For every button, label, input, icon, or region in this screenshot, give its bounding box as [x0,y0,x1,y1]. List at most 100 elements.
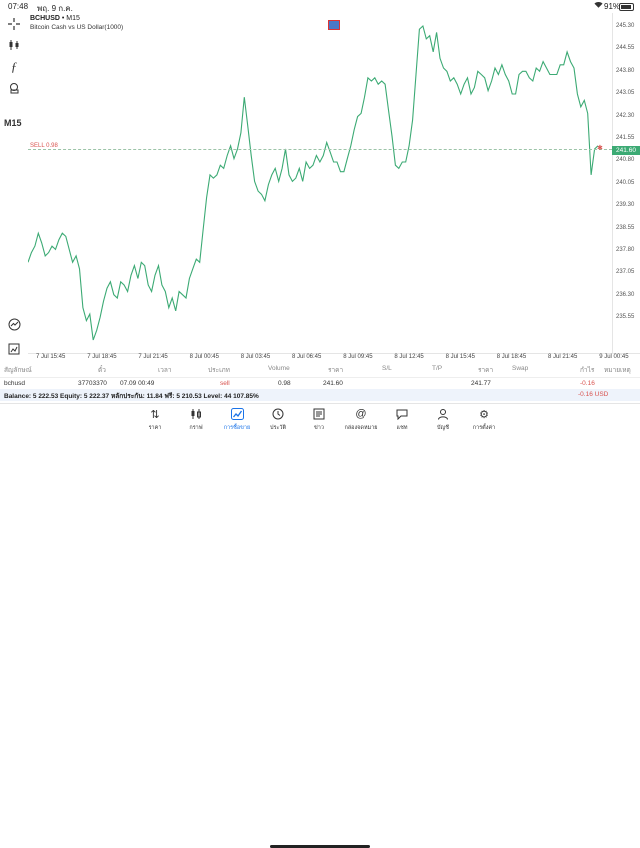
price-tick-label: 237.05 [616,269,635,276]
price-tick-label: 240.80 [616,157,635,164]
tab-label: กราฟ [189,425,203,431]
row-time: 07.09 00:49 [120,380,155,387]
col-tp: T/P [432,365,443,372]
time-tick-label: 8 Jul 12:45 [394,354,424,360]
gear-icon: ⚙ [479,409,489,421]
account-icon [425,408,461,422]
at-icon: @ [355,408,367,420]
price-tick-label: 236.30 [616,291,635,298]
row-current-price: 241.77 [471,380,491,387]
tab-label: ราคา [148,425,162,431]
time-tick-label: 8 Jul 15:45 [445,354,475,360]
time-tick-label: 8 Jul 03:45 [240,354,271,360]
tab-trade[interactable]: การซื้อขาย [219,408,255,432]
wifi-icon [594,1,603,11]
col-ticket: ตั๋ว [98,367,106,374]
add-chart-icon[interactable] [6,341,22,357]
col-type: ประเภท [208,367,230,374]
time-tick-label: 8 Jul 21:45 [548,354,578,360]
price-tick-label: 240.05 [616,179,635,186]
price-series-line [28,24,599,341]
arrows-up-down-icon: ⇅ [150,409,160,421]
tab-label: ข่าว [314,425,324,431]
news-icon [301,408,337,422]
row-volume: 0.98 [278,380,291,387]
tab-mailbox[interactable]: @ กล่องจดหมาย [343,408,379,432]
col-current-price: ราคา [478,367,494,374]
price-tick-label: 243.05 [616,90,635,97]
tab-label: แชท [396,425,408,431]
tab-accounts[interactable]: บัญชี [425,408,461,432]
current-price-badge: 241.60 [612,146,640,155]
total-profit: -0.16 USD [578,391,609,398]
battery-icon [619,3,634,11]
row-ticket: 37703370 [78,380,107,387]
row-type: sell [220,380,230,387]
price-tick-label: 245.30 [616,23,635,29]
price-tick-label: 238.55 [616,224,635,231]
col-profit: กำไร [580,367,595,374]
tab-quotes[interactable]: ⇅ ราคา [137,408,173,432]
col-open-price: ราคา [328,367,344,374]
indicators-icon[interactable] [6,37,22,53]
trade-icon [219,408,255,422]
price-tick-label: 241.55 [616,135,635,141]
status-date: พฤ. 9 ก.ค. [37,4,73,13]
status-time: 07:48 [8,2,29,11]
tab-label: การตั้งค่า [472,425,496,431]
price-tick-label: 243.80 [616,67,635,74]
col-volume: Volume [268,365,290,372]
time-tick-label: 7 Jul 18:45 [87,354,117,360]
history-icon [260,408,296,422]
sell-position-line [28,149,612,150]
tab-news[interactable]: ข่าว [301,408,337,432]
col-time: เวลา [158,367,172,374]
price-tick-label: 235.55 [616,314,635,321]
price-chart[interactable]: BCHUSD • M15 Bitcoin Cash vs US Dollar(1… [28,13,612,353]
price-tick-label: 244.55 [616,45,635,52]
zoom-icon[interactable] [6,316,22,332]
time-axis: 7 Jul 15:45 7 Jul 18:45 7 Jul 21:45 8 Jul 0… [28,353,640,364]
time-tick-label: 8 Jul 18:45 [496,354,527,360]
price-tick-label: 242.30 [616,112,635,119]
objects-icon[interactable] [6,80,22,96]
time-tick-label: 8 Jul 09:45 [343,354,373,360]
symbol-description: Bitcoin Cash vs US Dollar(1000) [30,24,124,31]
sell-position-label: SELL 0.98 [30,143,58,149]
time-tick-label: 8 Jul 00:45 [189,354,219,360]
crosshair-icon[interactable] [6,16,22,32]
balance-summary: Balance: 5 222.53 Equity: 5 222.37 หลักป… [4,393,259,400]
price-tick-label: 239.30 [616,202,635,209]
time-tick-label: 7 Jul 15:45 [36,354,66,360]
time-tick-label: 8 Jul 06:45 [292,354,322,360]
tab-label: บัญชี [437,425,449,431]
col-comment: หมายเหตุ [604,367,631,374]
status-bar: 07:48 พฤ. 9 ก.ค. 91% [0,0,640,13]
table-row[interactable]: bchusd 37703370 07.09 00:49 sell 0.98 24… [0,380,640,390]
col-symbol: สัญลักษณ์ [4,367,32,374]
row-open-price: 241.60 [323,380,343,387]
row-profit: -0.16 [580,380,595,387]
tab-settings[interactable]: ⚙ การตั้งค่า [466,408,502,432]
one-click-trading-icon[interactable] [328,20,340,30]
tab-charts[interactable]: กราฟ [178,408,214,432]
balance-bar: Balance: 5 222.53 Equity: 5 222.37 หลักป… [0,389,640,401]
price-line-chart [28,24,599,341]
tab-label: กล่องจดหมาย [344,425,378,431]
symbol-timeframe: M15 [66,15,80,22]
candles-icon [178,408,214,422]
tab-history[interactable]: ประวัติ [260,408,296,432]
tab-label: ประวัติ [269,425,287,431]
tab-chat[interactable]: แชท [384,408,420,432]
chart-symbol: BCHUSD • M15 [30,15,80,22]
positions-table-header: สัญลักษณ์ ตั๋ว เวลา ประเภท Volume ราคา S… [0,365,640,378]
timeframe-button[interactable]: M15 [4,118,22,128]
tab-label: การซื้อขาย [223,425,251,431]
time-tick-label: 7 Jul 21:45 [138,354,168,360]
col-swap: Swap [512,365,529,372]
price-tick-label: 237.80 [616,247,635,253]
col-sl: S/L [382,365,392,372]
symbol-name: BCHUSD [30,15,60,22]
close-position-icon[interactable]: ✱ [597,145,603,152]
function-icon[interactable]: ƒ [10,59,18,74]
